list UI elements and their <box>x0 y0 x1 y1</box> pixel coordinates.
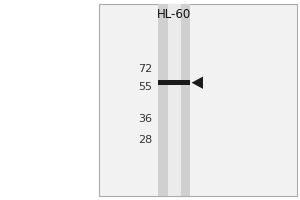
Text: 36: 36 <box>138 114 152 124</box>
Text: HL-60: HL-60 <box>157 8 191 21</box>
Bar <box>158 4 190 196</box>
Bar <box>99 4 297 196</box>
Text: 72: 72 <box>138 64 152 74</box>
Bar <box>158 80 190 85</box>
Text: 28: 28 <box>138 135 152 145</box>
Bar <box>168 4 181 196</box>
Text: 55: 55 <box>138 82 152 92</box>
Polygon shape <box>192 77 203 89</box>
